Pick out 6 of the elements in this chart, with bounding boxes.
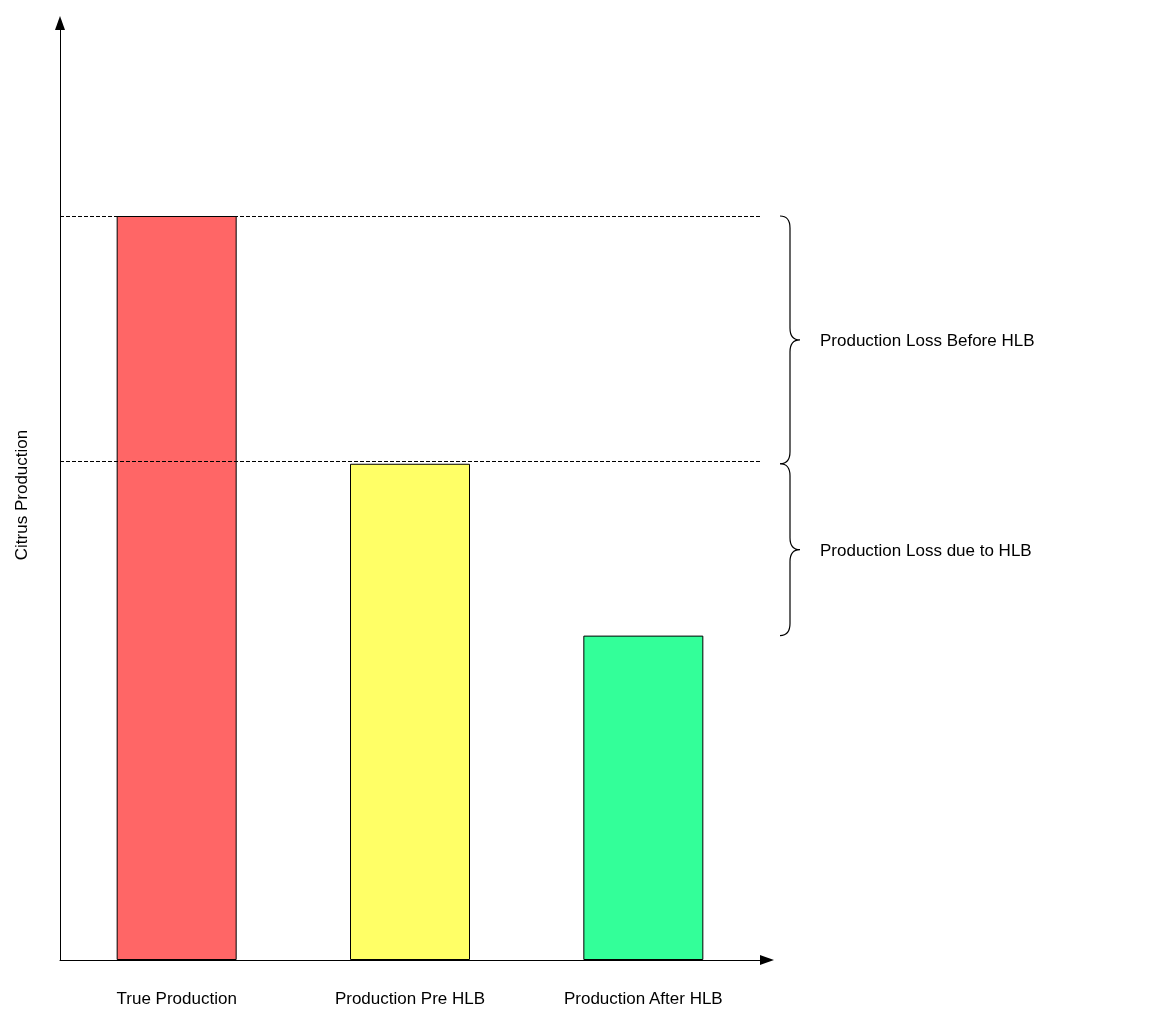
text: Production Loss Before HLB bbox=[820, 330, 1035, 350]
text: Production Loss due to HLB bbox=[820, 540, 1032, 560]
x-tick-label: True Production bbox=[116, 989, 237, 1008]
y-axis-title: Citrus Production bbox=[12, 429, 31, 561]
x-tick-label: Production Pre HLB bbox=[334, 989, 486, 1008]
x-tick-label: Production After HLB bbox=[563, 989, 723, 1008]
